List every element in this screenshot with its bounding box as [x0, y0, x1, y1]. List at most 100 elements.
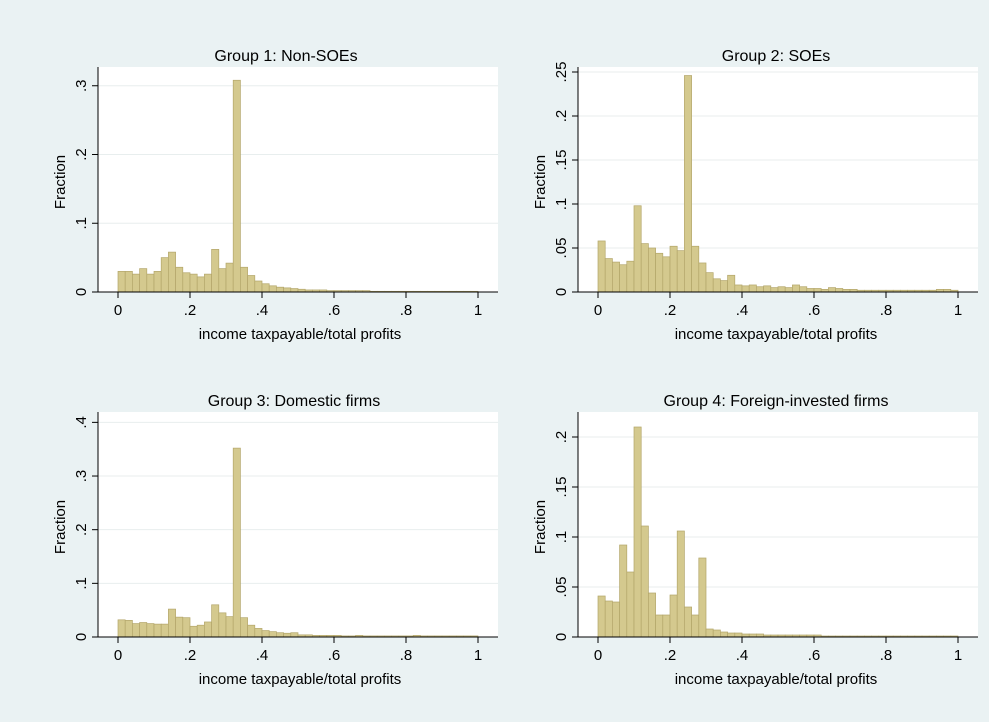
x-tick-label: 0 [114, 302, 122, 319]
histogram-bar [175, 616, 184, 638]
histogram-bar [727, 274, 736, 293]
histogram-bar [247, 275, 256, 293]
histogram-bar [806, 288, 815, 293]
histogram-bar [655, 252, 664, 293]
histogram-bar [648, 247, 656, 293]
histogram-bar [132, 273, 140, 293]
x-tick-label: .6 [808, 647, 821, 664]
histogram-bar [204, 621, 212, 638]
y-axis-label: Fraction [532, 500, 549, 554]
y-tick-label: .2 [553, 431, 570, 444]
histogram-bar [153, 271, 162, 293]
histogram-bar [633, 205, 642, 293]
x-axis-label: income taxpayable/total profits [199, 671, 402, 688]
histogram-bar [612, 261, 620, 293]
histogram-bar [153, 623, 162, 638]
histogram-bar [139, 268, 148, 293]
histogram-bar [254, 628, 263, 638]
y-axis-label: Fraction [52, 155, 69, 209]
histogram-bar [117, 619, 126, 638]
histogram-bar [777, 286, 786, 293]
panel-title: Group 4: Foreign-invested firms [664, 393, 889, 410]
histogram-bar [232, 447, 241, 638]
histogram-bar [698, 557, 707, 638]
y-tick-label: .1 [73, 577, 90, 590]
histogram-bar [268, 285, 277, 293]
x-tick-label: 0 [114, 647, 122, 664]
histogram-bar [261, 630, 270, 638]
histogram-bar [124, 620, 133, 638]
y-tick-label: 0 [73, 288, 90, 296]
histogram-bar [182, 272, 191, 293]
histogram-bar [240, 266, 248, 293]
histogram-bar [189, 625, 198, 638]
x-tick-label: .6 [328, 302, 341, 319]
histogram-bar [139, 622, 148, 638]
histogram-bar [763, 285, 772, 293]
x-tick-label: .8 [400, 302, 413, 319]
histogram-bar [619, 544, 628, 638]
histogram-bar [662, 614, 671, 638]
histogram-bar [240, 617, 248, 638]
x-tick-label: .2 [664, 302, 677, 319]
histogram-bar [684, 606, 692, 638]
histogram-bar [734, 632, 743, 638]
x-tick-label: .8 [880, 302, 893, 319]
histogram-bar [232, 79, 241, 293]
histogram-bar [720, 631, 728, 638]
histogram-bar [211, 604, 220, 638]
histogram-bar [261, 283, 270, 293]
histogram-bar [218, 268, 227, 293]
histogram-bar [828, 287, 836, 293]
x-axis-label: income taxpayable/total profits [675, 671, 878, 688]
y-tick-label: 0 [73, 633, 90, 641]
x-tick-label: .4 [736, 647, 749, 664]
histogram-bar [168, 608, 176, 638]
chart-panel-1: 0 .2 .4 .6 .8 1 0 .1 .2 .3 Group 1: Non-SOEs income… [52, 48, 498, 343]
histogram-bar [676, 250, 685, 293]
histogram-bar [784, 287, 793, 293]
histogram-bar [146, 623, 155, 638]
histogram-bar [691, 245, 700, 293]
histogram-bar [254, 280, 263, 293]
histogram-bar [196, 276, 205, 293]
histogram-bar [168, 251, 176, 293]
histogram-bar [182, 617, 191, 638]
histogram-bar [604, 600, 613, 638]
x-tick-label: 1 [954, 647, 962, 664]
histogram-bar [117, 271, 126, 293]
histogram-bar [211, 249, 220, 293]
histogram-bar [597, 595, 606, 638]
x-tick-label: .8 [880, 647, 893, 664]
histogram-bar [669, 245, 678, 293]
chart-panel-4: 0 .2 .4 .6 .8 1 0 .05 .1 .15 .2 Group 4: Foreign-in… [532, 393, 978, 688]
chart-panel-2: 0 .2 .4 .6 .8 1 0 .05 .1 .15 .2 .25 Group 2: SOEs inc… [532, 48, 978, 343]
histogram-bar [676, 530, 685, 638]
histogram-bar [698, 262, 707, 293]
histogram-bar [276, 286, 284, 293]
histogram-bar [124, 271, 133, 293]
x-tick-label: 1 [954, 302, 962, 319]
histogram-bar [633, 426, 642, 638]
histogram-bar [619, 264, 628, 293]
histogram-bar [204, 273, 212, 293]
y-tick-label: .1 [553, 198, 570, 211]
y-tick-label: .1 [553, 531, 570, 544]
x-tick-label: .4 [736, 302, 749, 319]
panel-title: Group 1: Non-SOEs [214, 48, 357, 65]
histogram-bar [175, 266, 184, 293]
histogram-bar [160, 257, 169, 293]
x-tick-label: .6 [808, 302, 821, 319]
x-tick-label: .2 [664, 647, 677, 664]
y-axis-label: Fraction [532, 155, 549, 209]
histogram-bar [705, 272, 714, 293]
histogram-bar [669, 594, 678, 638]
histogram-bar [727, 632, 736, 638]
y-tick-label: .3 [73, 79, 90, 92]
panel-title: Group 3: Domestic firms [208, 393, 380, 410]
panel-title: Group 2: SOEs [722, 48, 831, 65]
histogram-bar [196, 624, 205, 638]
histogram-bar [290, 632, 299, 638]
y-axis-label: Fraction [52, 500, 69, 554]
